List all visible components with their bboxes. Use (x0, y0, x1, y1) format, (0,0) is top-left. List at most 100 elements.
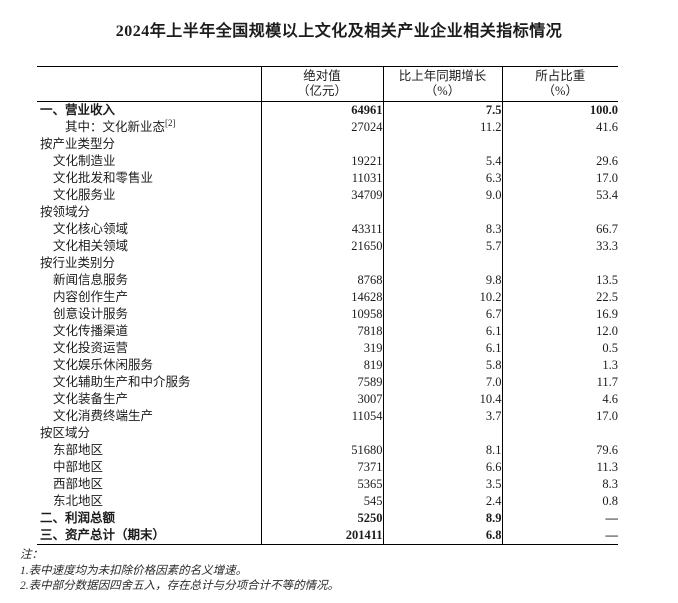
table-row: 中部地区 7371 6.6 11.3 (37, 459, 618, 476)
table-row: 一、营业收入 64961 7.5 100.0 (37, 101, 618, 119)
share-cell: 4.6 (501, 391, 618, 408)
row-label: 内容创作生产 (53, 290, 129, 304)
table-row: 文化消费终端生产 11054 3.7 17.0 (37, 408, 618, 425)
yoy-growth-cell: 8.1 (382, 442, 502, 459)
absolute-value-cell: 7371 (260, 459, 383, 476)
yoy-growth-cell (382, 204, 502, 221)
table-row: 东部地区 51680 8.1 79.6 (37, 442, 618, 459)
row-label-cell: 文化装备生产 (37, 391, 261, 408)
yoy-growth-cell: 6.1 (382, 340, 502, 357)
yoy-growth-cell (382, 255, 502, 272)
absolute-value-cell (260, 136, 383, 153)
row-label-cell: 创意设计服务 (37, 306, 261, 323)
share-cell: 0.5 (501, 340, 618, 357)
header-yoy-growth: 比上年同期增长 （%） (382, 66, 502, 102)
yoy-growth-cell: 3.7 (382, 408, 502, 425)
absolute-value-cell: 14628 (260, 289, 383, 306)
row-label: 文化传播渠道 (53, 324, 129, 338)
row-label-cell: 按产业类型分 (37, 136, 261, 153)
share-cell: 12.0 (501, 323, 618, 340)
header-yoy-growth-label: 比上年同期增长 (398, 69, 487, 83)
yoy-growth-cell: 3.5 (382, 476, 502, 493)
row-label: 文化消费终端生产 (53, 409, 154, 423)
table-row: 文化传播渠道 7818 6.1 12.0 (37, 323, 618, 340)
row-label: 文化批发和零售业 (53, 171, 154, 185)
yoy-growth-cell: 8.3 (382, 221, 502, 238)
row-label-cell: 按领域分 (37, 204, 261, 221)
row-label-cell: 中部地区 (37, 459, 261, 476)
row-label-cell: 三、资产总计（期末） (37, 527, 261, 545)
yoy-growth-cell (382, 425, 502, 442)
share-cell: 11.7 (501, 374, 618, 391)
absolute-value-cell: 11054 (260, 408, 383, 425)
yoy-growth-cell: 6.6 (382, 459, 502, 476)
row-label: 文化娱乐休闲服务 (53, 358, 154, 372)
note-item: 2.表中部分数据因四舍五入，存在总计与分项合计不等的情况。 (20, 580, 340, 592)
table-row: 文化装备生产 3007 10.4 4.6 (37, 391, 618, 408)
table-row: 按领域分 (37, 204, 618, 221)
row-label: 按产业类型分 (40, 137, 116, 151)
yoy-growth-cell (382, 136, 502, 153)
share-cell (501, 255, 618, 272)
table-row: 按区域分 (37, 425, 618, 442)
absolute-value-cell: 51680 (260, 442, 383, 459)
row-label-cell: 其中：文化新业态[2] (37, 119, 261, 136)
table-notes: 注： 1.表中速度均为未扣除价格因素的名义增速。 2.表中部分数据因四舍五入，存在… (20, 548, 339, 595)
table-row: 文化相关领域 21650 5.7 33.3 (37, 238, 618, 255)
header-absolute-value: 绝对值 （亿元） (260, 66, 383, 102)
row-label-cell: 文化服务业 (37, 187, 261, 204)
row-label: 一、营业收入 (40, 103, 116, 117)
table-row: 文化投资运营 319 6.1 0.5 (37, 340, 618, 357)
row-label-cell: 文化投资运营 (37, 340, 261, 357)
row-label-cell: 按区域分 (37, 425, 261, 442)
yoy-growth-cell: 8.9 (382, 510, 502, 527)
share-cell: 16.9 (501, 306, 618, 323)
share-cell: 22.5 (501, 289, 618, 306)
table-row: 创意设计服务 10958 6.7 16.9 (37, 306, 618, 323)
yoy-growth-cell: 5.7 (382, 238, 502, 255)
row-label-cell: 西部地区 (37, 476, 261, 493)
yoy-growth-cell: 6.1 (382, 323, 502, 340)
yoy-growth-cell: 9.0 (382, 187, 502, 204)
share-cell: 11.3 (501, 459, 618, 476)
table-row: 文化批发和零售业 11031 6.3 17.0 (37, 170, 618, 187)
absolute-value-cell: 8768 (260, 272, 383, 289)
row-label-cell: 新闻信息服务 (37, 272, 261, 289)
share-cell: 41.6 (501, 119, 618, 136)
absolute-value-cell (260, 255, 383, 272)
absolute-value-cell: 201411 (260, 527, 383, 545)
table-row: 文化核心领域 43311 8.3 66.7 (37, 221, 618, 238)
table-row: 按行业类别分 (37, 255, 618, 272)
row-label-cell: 文化相关领域 (37, 238, 261, 255)
share-cell: 79.6 (501, 442, 618, 459)
share-cell: 0.8 (501, 493, 618, 510)
row-label: 按区域分 (40, 426, 91, 440)
row-label: 东部地区 (53, 443, 104, 457)
absolute-value-cell: 64961 (260, 101, 383, 119)
table-row: 二、利润总额 5250 8.9 — (37, 510, 618, 527)
row-label: 文化核心领域 (53, 222, 129, 236)
header-share: 所占比重 （%） (501, 66, 618, 102)
row-label-superscript: [2] (165, 119, 176, 128)
absolute-value-cell: 545 (260, 493, 383, 510)
row-label: 三、资产总计（期末） (40, 528, 166, 542)
yoy-growth-cell: 9.8 (382, 272, 502, 289)
header-yoy-growth-unit: （%） (424, 84, 461, 98)
share-cell: — (501, 527, 618, 545)
row-label: 东北地区 (53, 494, 104, 508)
row-label-cell: 内容创作生产 (37, 289, 261, 306)
absolute-value-cell: 5365 (260, 476, 383, 493)
yoy-growth-cell: 7.5 (382, 101, 502, 119)
row-label: 文化相关领域 (53, 239, 129, 253)
absolute-value-cell: 19221 (260, 153, 383, 170)
row-label: 创意设计服务 (53, 307, 129, 321)
share-cell (501, 425, 618, 442)
absolute-value-cell: 7589 (260, 374, 383, 391)
yoy-growth-cell: 10.2 (382, 289, 502, 306)
table-row: 文化娱乐休闲服务 819 5.8 1.3 (37, 357, 618, 374)
header-row-label (37, 66, 261, 102)
share-cell: 13.5 (501, 272, 618, 289)
row-label: 西部地区 (53, 477, 104, 491)
row-label-cell: 东部地区 (37, 442, 261, 459)
row-label: 文化投资运营 (53, 341, 129, 355)
